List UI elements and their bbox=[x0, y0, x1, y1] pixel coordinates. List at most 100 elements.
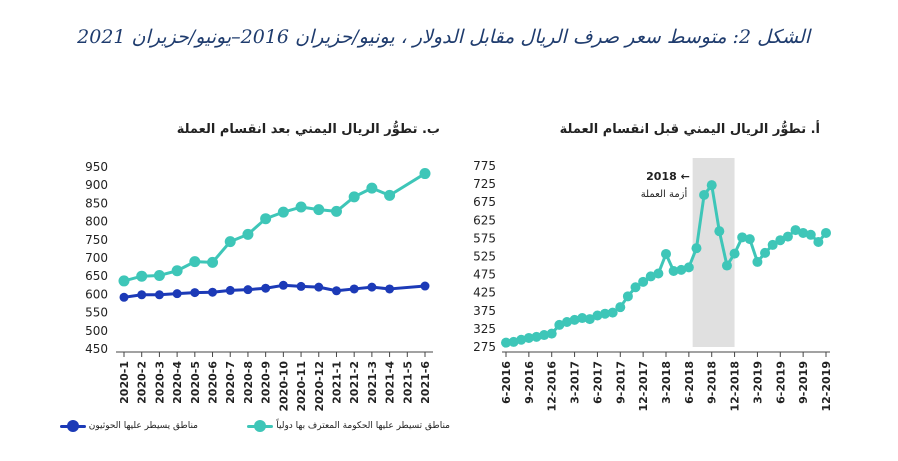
data-point bbox=[137, 290, 147, 300]
x-tick-label: 2020-10 bbox=[277, 361, 290, 412]
x-tick-label: 12-2016 bbox=[546, 361, 559, 412]
legend-label-government: مناطق تسيطر عليها الحكومة المعترف بها دو… bbox=[276, 421, 450, 431]
y-tick-label: 900 bbox=[85, 178, 108, 192]
crisis-annotation-label: أزمة العملة bbox=[641, 187, 688, 200]
data-point bbox=[384, 189, 396, 201]
x-tick-label: 2021-6 bbox=[419, 361, 432, 404]
data-point bbox=[653, 268, 664, 279]
x-tick-label: 2020-11 bbox=[295, 361, 308, 412]
y-tick-label: 775 bbox=[473, 159, 496, 173]
data-point bbox=[782, 231, 793, 242]
crisis-annotation-year: 2018 ← bbox=[646, 170, 690, 183]
data-point bbox=[813, 237, 824, 248]
legend-item-government: مناطق تسيطر عليها الحكومة المعترف بها دو… bbox=[247, 416, 450, 436]
data-point bbox=[296, 281, 306, 291]
data-point bbox=[242, 228, 254, 240]
data-point bbox=[189, 256, 201, 268]
y-tick-label: 950 bbox=[85, 160, 108, 174]
data-point bbox=[539, 330, 550, 341]
x-tick-label: 6-2016 bbox=[500, 361, 513, 404]
legend-item-houthi: مناطق يسيطر عليها الحوثيون bbox=[59, 416, 198, 436]
data-point bbox=[622, 291, 633, 302]
x-tick-label: 6-2019 bbox=[774, 361, 787, 404]
data-point bbox=[760, 247, 771, 258]
data-point bbox=[153, 269, 165, 281]
y-tick-label: 725 bbox=[473, 177, 496, 191]
crisis-highlight-band bbox=[692, 158, 735, 347]
data-point bbox=[737, 232, 748, 243]
data-point bbox=[419, 168, 431, 180]
data-point bbox=[775, 235, 786, 246]
data-point bbox=[349, 284, 359, 294]
data-point bbox=[278, 280, 288, 290]
data-point bbox=[607, 307, 618, 318]
data-point bbox=[118, 275, 130, 287]
data-point bbox=[767, 239, 778, 250]
panel-a-title: أ. تطوُّر الريال اليمني قبل انقسام العمل… bbox=[559, 122, 820, 137]
x-tick-label: 9-2016 bbox=[523, 361, 536, 404]
data-point bbox=[615, 302, 626, 313]
y-tick-label: 800 bbox=[85, 215, 108, 229]
data-point bbox=[207, 256, 219, 268]
x-tick-label: 12-2019 bbox=[820, 361, 833, 412]
y-tick-label: 850 bbox=[85, 196, 108, 210]
data-point bbox=[366, 182, 378, 194]
y-tick-label: 700 bbox=[85, 251, 108, 265]
x-tick-label: 2020-2 bbox=[136, 361, 149, 404]
y-tick-label: 525 bbox=[473, 250, 496, 264]
x-tick-label: 3-2018 bbox=[660, 361, 673, 404]
x-tick-label: 2020-4 bbox=[171, 361, 184, 404]
data-point bbox=[225, 285, 235, 295]
series-line bbox=[123, 172, 426, 283]
y-tick-label: 475 bbox=[473, 268, 496, 282]
x-tick-label: 3-2019 bbox=[751, 361, 764, 404]
x-tick-label: 9-2017 bbox=[614, 361, 627, 404]
data-point bbox=[508, 336, 519, 347]
data-point bbox=[277, 206, 289, 218]
data-point bbox=[136, 270, 148, 282]
data-point bbox=[501, 337, 511, 348]
x-tick-label: 9-2018 bbox=[706, 361, 719, 404]
data-point bbox=[721, 260, 732, 271]
data-point bbox=[546, 328, 557, 339]
data-point bbox=[208, 287, 218, 297]
y-tick-label: 625 bbox=[473, 213, 496, 227]
legend-swatch-houthi bbox=[59, 416, 86, 436]
data-point bbox=[243, 285, 253, 295]
y-tick-label: 650 bbox=[85, 269, 108, 283]
data-point bbox=[260, 213, 272, 225]
data-point bbox=[821, 227, 831, 238]
data-point bbox=[420, 281, 430, 291]
y-tick-label: 575 bbox=[473, 231, 496, 245]
x-tick-label: 12-2018 bbox=[729, 361, 742, 412]
data-point bbox=[584, 314, 595, 325]
data-point bbox=[224, 236, 236, 248]
x-tick-label: 2021-3 bbox=[366, 361, 379, 404]
data-point bbox=[331, 286, 341, 296]
data-point bbox=[676, 264, 687, 275]
y-tick-label: 750 bbox=[85, 233, 108, 247]
series-line bbox=[505, 183, 828, 345]
y-tick-label: 375 bbox=[473, 304, 496, 318]
x-tick-label: 2020-12 bbox=[313, 361, 326, 412]
data-point bbox=[699, 189, 710, 200]
y-tick-label: 450 bbox=[85, 342, 108, 356]
panel-b-title: ب. تطوُّر الريال اليمني بعد انقسام العمل… bbox=[176, 122, 440, 137]
data-point bbox=[706, 180, 717, 191]
data-point bbox=[729, 248, 740, 259]
data-point bbox=[367, 282, 377, 292]
x-tick-label: 6-2017 bbox=[591, 361, 604, 404]
data-point bbox=[261, 283, 271, 293]
data-point bbox=[668, 265, 679, 276]
data-point bbox=[295, 201, 307, 213]
data-point bbox=[798, 227, 809, 238]
y-tick-label: 275 bbox=[473, 340, 496, 354]
data-point bbox=[313, 204, 325, 216]
data-point bbox=[171, 265, 183, 277]
data-point bbox=[554, 319, 565, 330]
chart-b-legend: مناطق تسيطر عليها الحكومة المعترف بها دو… bbox=[30, 416, 450, 436]
data-point bbox=[523, 332, 534, 343]
data-point bbox=[330, 205, 342, 217]
